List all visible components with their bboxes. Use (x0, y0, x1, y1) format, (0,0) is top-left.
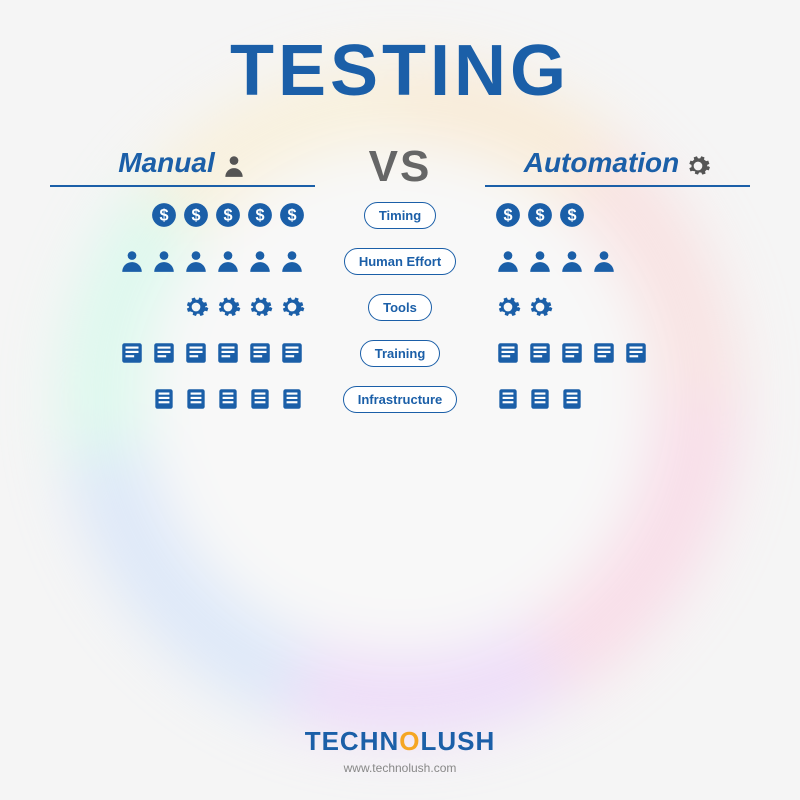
column-label: Automation (524, 147, 680, 179)
dollar-icon: $ (559, 202, 585, 228)
dollar-icon: $ (279, 202, 305, 228)
dollar-icon: $ (495, 202, 521, 228)
book-icon (215, 340, 241, 366)
brand-part: TECHN (305, 726, 400, 756)
svg-text:$: $ (503, 206, 512, 224)
icon-group-left: $ $ $ $ $ (50, 192, 315, 238)
category-pill: Tools (368, 294, 432, 321)
svg-text:$: $ (159, 206, 168, 224)
person-icon (151, 248, 177, 274)
gear-icon (215, 294, 241, 320)
person-icon (559, 248, 585, 274)
column-label: Manual (118, 147, 214, 179)
vs-label: VS (325, 142, 475, 192)
book-icon (279, 340, 305, 366)
person-icon (221, 153, 247, 179)
server-icon (559, 386, 585, 412)
brand-logo: TECHNOLUSH (0, 726, 800, 757)
book-icon (527, 340, 553, 366)
person-icon (527, 248, 553, 274)
server-icon (215, 386, 241, 412)
gear-icon (183, 294, 209, 320)
comparison-grid: Manual VS Automation $ $ $ $ $ Timing $ $ $ Human… (50, 142, 750, 422)
person-icon (119, 248, 145, 274)
svg-text:$: $ (223, 206, 232, 224)
icon-group-left (50, 330, 315, 376)
person-icon (183, 248, 209, 274)
server-icon (151, 386, 177, 412)
book-icon (119, 340, 145, 366)
category-pill: Timing (364, 202, 436, 229)
server-icon (495, 386, 521, 412)
person-icon (247, 248, 273, 274)
column-header-automation: Automation (485, 147, 750, 187)
book-icon (495, 340, 521, 366)
dollar-icon: $ (247, 202, 273, 228)
svg-text:$: $ (191, 206, 200, 224)
icon-group-right (485, 330, 750, 376)
book-icon (623, 340, 649, 366)
book-icon (247, 340, 273, 366)
icon-group-left (50, 376, 315, 422)
gear-icon (685, 153, 711, 179)
gear-icon (527, 294, 553, 320)
svg-text:$: $ (255, 206, 264, 224)
column-header-manual: Manual (50, 147, 315, 187)
dollar-icon: $ (183, 202, 209, 228)
icon-group-right: $ $ $ (485, 192, 750, 238)
category-pill: Training (360, 340, 441, 367)
category-pill: Human Effort (344, 248, 456, 275)
svg-text:$: $ (535, 206, 544, 224)
svg-text:$: $ (287, 206, 296, 224)
server-icon (247, 386, 273, 412)
gear-icon (279, 294, 305, 320)
book-icon (559, 340, 585, 366)
icon-group-left (50, 284, 315, 330)
infographic: TESTING Manual VS Automation $ $ $ $ $ Timing… (0, 0, 800, 800)
person-icon (215, 248, 241, 274)
category-pill: Infrastructure (343, 386, 458, 413)
icon-group-right (485, 376, 750, 422)
server-icon (279, 386, 305, 412)
gear-icon (247, 294, 273, 320)
dollar-icon: $ (151, 202, 177, 228)
svg-text:$: $ (567, 206, 576, 224)
page-title: TESTING (230, 30, 570, 112)
icon-group-right (485, 238, 750, 284)
brand-url: www.technolush.com (0, 761, 800, 775)
book-icon (151, 340, 177, 366)
book-icon (183, 340, 209, 366)
book-icon (591, 340, 617, 366)
person-icon (279, 248, 305, 274)
dollar-icon: $ (215, 202, 241, 228)
server-icon (183, 386, 209, 412)
person-icon (591, 248, 617, 274)
brand-part: O (399, 726, 420, 756)
gear-icon (495, 294, 521, 320)
brand-part: LUSH (421, 726, 496, 756)
icon-group-right (485, 284, 750, 330)
person-icon (495, 248, 521, 274)
dollar-icon: $ (527, 202, 553, 228)
footer: TECHNOLUSH www.technolush.com (0, 726, 800, 775)
server-icon (527, 386, 553, 412)
icon-group-left (50, 238, 315, 284)
